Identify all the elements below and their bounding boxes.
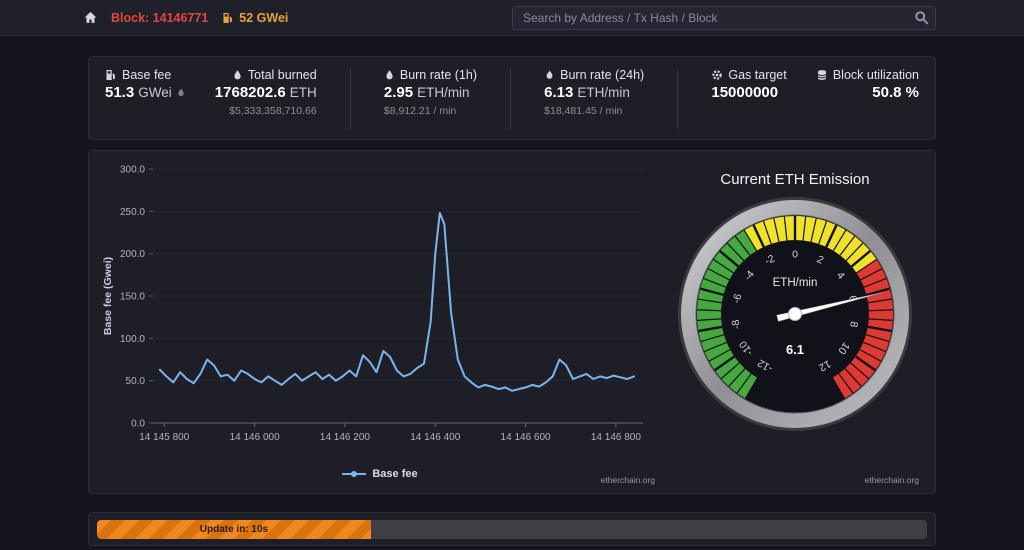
stat-gas-target: Gas target 15000000: [711, 68, 786, 130]
svg-text:14 146 200: 14 146 200: [320, 432, 370, 443]
stat-base-fee: Base fee 51.3 GWei: [105, 68, 186, 130]
svg-text:50.0: 50.0: [126, 376, 146, 387]
svg-text:14 146 400: 14 146 400: [410, 432, 460, 443]
svg-text:200.0: 200.0: [120, 249, 145, 260]
stats-bar: Base fee 51.3 GWei Total burned 1768202.…: [88, 56, 936, 140]
search-box: [512, 5, 936, 30]
navbar: Block: 14146771 52 GWei: [0, 0, 1024, 36]
stat-label: Total burned: [247, 68, 317, 82]
stat-total-burned: Total burned 1768202.6 ETH $5,333,358,71…: [215, 68, 317, 130]
current-block-link[interactable]: Block: 14146771: [111, 11, 208, 25]
gear-icon: [711, 69, 723, 81]
block-label: Block: 14146771: [111, 10, 209, 25]
stat-unit: ETH/min: [417, 85, 470, 100]
svg-text:150.0: 150.0: [120, 292, 145, 303]
stat-label: Burn rate (24h): [560, 68, 645, 82]
stat-value: 2.95: [383, 84, 414, 101]
svg-text:14 146 600: 14 146 600: [501, 432, 551, 443]
stat-label: Gas target: [728, 68, 787, 82]
svg-text:0.0: 0.0: [131, 419, 145, 430]
update-panel: Update in: 10s: [88, 512, 936, 546]
svg-text:14 146 000: 14 146 000: [230, 432, 280, 443]
chart-canvas[interactable]: 0.0 50.0 100.0 150.0 200.0 250.0 300.0 14 145 8…: [97, 157, 663, 468]
stat-label: Burn rate (1h): [399, 68, 477, 82]
svg-text:0: 0: [792, 249, 798, 261]
svg-text:Base fee (Gwei): Base fee (Gwei): [102, 257, 114, 335]
svg-text:-8: -8: [730, 319, 743, 330]
stat-value: 1768202.6: [214, 84, 286, 101]
stat-unit: ETH: [289, 85, 317, 100]
gas-price-link[interactable]: 52 GWei: [222, 11, 288, 25]
svg-text:-6: -6: [731, 292, 745, 304]
gauge-title: Current ETH Emission: [720, 171, 870, 188]
svg-text:300.0: 300.0: [120, 165, 145, 176]
legend-marker-icon: [342, 471, 367, 477]
flame-icon: [544, 69, 555, 81]
stat-value: 6.13: [544, 84, 574, 101]
svg-text:250.0: 250.0: [120, 207, 145, 218]
stat-label: Base fee: [122, 68, 172, 82]
divider: [349, 68, 351, 130]
stat-unit: ETH/min: [577, 85, 630, 100]
stat-label: Block utilization: [832, 68, 919, 82]
stat-sub-value: $5,333,358,710.66: [229, 105, 317, 117]
stat-burn-rate-24h: Burn rate (24h) 6.13 ETH/min $18,481.45 …: [544, 68, 644, 130]
database-icon: [816, 69, 828, 81]
stat-burn-rate-1h: Burn rate (1h) 2.95 ETH/min $8,912.21 / …: [384, 68, 477, 130]
stat-value: 50.8 %: [872, 84, 919, 101]
search-input[interactable]: [512, 5, 936, 30]
legend-label: Base fee: [372, 468, 418, 480]
eth-emission-gauge: Current ETH Emission -12 -10 -8 -6 -4 -2 0 2 4 6 8…: [663, 157, 927, 487]
svg-text:14 145 800: 14 145 800: [139, 432, 189, 443]
chart-credits-link[interactable]: etherchain.org: [600, 475, 655, 485]
svg-text:14 146 800: 14 146 800: [591, 432, 641, 443]
base-fee-chart: 0.0 50.0 100.0 150.0 200.0 250.0 300.0 14 145 8…: [97, 157, 663, 487]
gauge-canvas: -12 -10 -8 -6 -4 -2 0 2 4 6 8 10 12 ETH/min 6.1: [669, 188, 921, 445]
svg-text:2: 2: [815, 253, 826, 266]
svg-text:100.0: 100.0: [120, 334, 145, 345]
search-icon[interactable]: [914, 10, 929, 30]
stat-sub-value: $18,481.45 / min: [544, 105, 623, 117]
stat-unit: GWei: [138, 85, 172, 100]
gas-price-label: 52 GWei: [239, 10, 289, 25]
update-progress-track: Update in: 10s: [97, 520, 927, 539]
home-button[interactable]: [84, 11, 97, 24]
update-progress-bar: Update in: 10s: [97, 520, 371, 539]
gas-pump-icon: [222, 12, 234, 24]
gas-pump-icon: [105, 69, 117, 81]
main-panel: 0.0 50.0 100.0 150.0 200.0 250.0 300.0 14 145 8…: [88, 150, 936, 494]
flame-icon: [176, 87, 186, 98]
stat-value: 15000000: [711, 84, 779, 101]
update-countdown-label: Update in: 10s: [199, 524, 269, 535]
svg-text:6.1: 6.1: [786, 342, 804, 357]
svg-text:ETH/min: ETH/min: [773, 277, 818, 289]
gauge-credits-link[interactable]: etherchain.org: [864, 475, 919, 485]
divider: [677, 68, 679, 130]
droplet-icon: [384, 69, 395, 81]
svg-text:6: 6: [846, 294, 859, 303]
svg-text:12: 12: [817, 357, 833, 373]
stat-block-utilization: Block utilization 50.8 %: [816, 68, 919, 130]
home-icon: [84, 11, 97, 24]
droplet-icon: [232, 69, 243, 81]
stat-value: 51.3: [105, 84, 135, 101]
svg-text:8: 8: [847, 320, 860, 328]
stat-sub-value: $8,912.21 / min: [383, 105, 457, 117]
divider: [510, 68, 512, 130]
chart-legend[interactable]: Base fee: [97, 468, 663, 480]
